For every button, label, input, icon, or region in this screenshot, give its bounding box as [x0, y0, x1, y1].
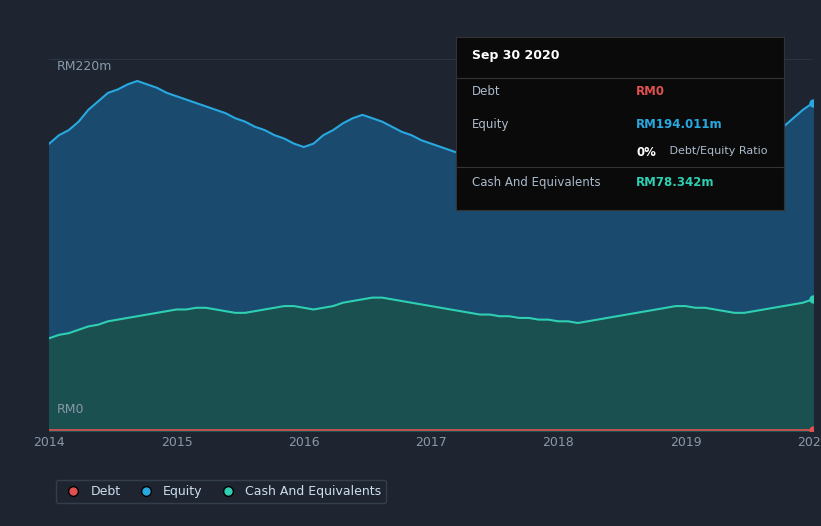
Text: RM0: RM0: [57, 403, 85, 416]
Legend: Debt, Equity, Cash And Equivalents: Debt, Equity, Cash And Equivalents: [56, 480, 386, 503]
Text: Debt/Equity Ratio: Debt/Equity Ratio: [666, 146, 768, 156]
Text: RM0: RM0: [636, 85, 665, 98]
Text: RM220m: RM220m: [57, 59, 112, 73]
Text: 0%: 0%: [636, 146, 656, 159]
Text: Equity: Equity: [472, 118, 510, 132]
Text: RM78.342m: RM78.342m: [636, 176, 715, 189]
Text: Cash And Equivalents: Cash And Equivalents: [472, 176, 601, 189]
Text: Sep 30 2020: Sep 30 2020: [472, 49, 560, 62]
Text: Debt: Debt: [472, 85, 501, 98]
Text: RM194.011m: RM194.011m: [636, 118, 723, 132]
